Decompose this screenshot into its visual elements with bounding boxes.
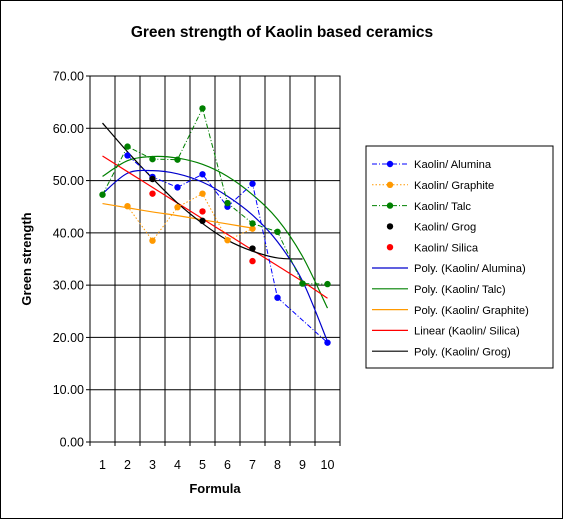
x-tick-label: 9 xyxy=(299,458,306,472)
x-tick-label: 2 xyxy=(124,458,131,472)
y-tick-label: 50.00 xyxy=(53,174,84,188)
y-tick-label: 40.00 xyxy=(53,226,84,240)
legend-marker-kaolin-graphite xyxy=(386,181,394,188)
x-tick-label: 10 xyxy=(321,458,335,472)
data-point-kaolin-talc xyxy=(224,199,231,207)
data-point-kaolin-talc xyxy=(299,280,306,287)
trendline-poly-kaolin-talc xyxy=(102,155,329,309)
legend-marker-kaolin-silica xyxy=(386,244,394,251)
series-layer xyxy=(99,105,331,346)
data-point-kaolin-talc xyxy=(124,143,131,150)
y-axis-title: Green strength xyxy=(19,212,34,305)
data-point-kaolin-graphite xyxy=(149,237,156,244)
data-point-kaolin-graphite xyxy=(124,202,131,210)
data-point-kaolin-graphite xyxy=(249,225,256,232)
y-tick-label: 60.00 xyxy=(53,122,84,136)
data-point-kaolin-graphite xyxy=(199,190,206,197)
data-point-kaolin-grog xyxy=(249,245,256,252)
axis-layer: 0.00 10.00 20.00 30.00 40.00 50.00 60.00 70.00 1… xyxy=(53,70,341,472)
data-point-kaolin-talc xyxy=(99,191,106,198)
data-point-kaolin-silica xyxy=(249,257,256,265)
data-point-kaolin-alumina xyxy=(124,152,131,159)
data-point-kaolin-alumina xyxy=(199,171,206,178)
legend-label: Poly. (Kaolin/ Alumina) xyxy=(414,263,526,275)
data-point-kaolin-alumina xyxy=(174,184,181,191)
legend-marker-kaolin-grog xyxy=(386,223,394,230)
y-tick-label: 20.00 xyxy=(53,331,84,345)
data-point-kaolin-alumina xyxy=(274,294,281,301)
trendline-linear-kaolin-silica xyxy=(102,155,328,299)
trendline-poly-kaolin-alumina xyxy=(102,169,329,342)
x-tick-label: 4 xyxy=(174,458,181,472)
legend-label: Linear (Kaolin/ Silica) xyxy=(414,326,520,338)
legend-label: Poly. (Kaolin/ Talc) xyxy=(414,284,506,296)
data-point-kaolin-alumina xyxy=(249,180,256,187)
legend-label: Kaolin/ Talc xyxy=(414,201,471,213)
x-axis-title: Formula xyxy=(189,481,241,496)
legend-entries: Kaolin/ Alumina Kaolin/ Graphite Kaolin/ T… xyxy=(372,159,529,358)
x-tick-label: 6 xyxy=(224,458,231,472)
y-tick-label: 10.00 xyxy=(53,383,84,397)
legend-label: Poly. (Kaolin/ Graphite) xyxy=(414,305,529,317)
x-tick-label: 3 xyxy=(149,458,156,472)
y-tick-label: 0.00 xyxy=(60,436,84,450)
data-point-kaolin-graphite xyxy=(224,236,231,244)
y-tick-label: 30.00 xyxy=(53,279,84,293)
data-point-kaolin-silica xyxy=(199,208,206,215)
data-point-kaolin-alumina xyxy=(324,339,331,346)
chart-title: Green strength of Kaolin based ceramics xyxy=(131,24,433,41)
legend-label: Kaolin/ Silica xyxy=(414,242,479,254)
series-line-kaolin-alumina xyxy=(127,155,328,344)
x-tick-label: 7 xyxy=(249,458,256,472)
data-point-kaolin-talc xyxy=(249,220,256,227)
series-line-kaolin-talc xyxy=(102,106,328,285)
data-point-kaolin-talc xyxy=(324,280,331,288)
y-tick-label: 70.00 xyxy=(53,70,84,84)
legend-marker-kaolin-talc xyxy=(386,202,394,209)
legend-label: Kaolin/ Alumina xyxy=(414,159,492,171)
data-point-kaolin-talc xyxy=(149,155,156,163)
data-point-kaolin-talc xyxy=(199,105,206,112)
legend-label: Kaolin/ Grog xyxy=(414,222,476,234)
x-tick-label: 8 xyxy=(274,458,281,472)
legend-marker-kaolin-alumina xyxy=(386,160,394,168)
x-tick-label: 1 xyxy=(99,458,106,472)
legend-label: Poly. (Kaolin/ Grog) xyxy=(414,346,511,358)
x-tick-label: 5 xyxy=(199,458,206,472)
data-point-kaolin-grog xyxy=(149,175,156,183)
data-point-kaolin-talc xyxy=(274,228,281,236)
series-line-kaolin-graphite xyxy=(127,192,253,242)
data-point-kaolin-talc xyxy=(174,156,181,163)
data-point-kaolin-graphite xyxy=(174,204,181,211)
data-point-kaolin-silica xyxy=(149,190,156,197)
data-point-kaolin-grog xyxy=(199,217,206,225)
plot-border xyxy=(89,75,341,443)
legend-label: Kaolin/ Graphite xyxy=(414,180,494,192)
